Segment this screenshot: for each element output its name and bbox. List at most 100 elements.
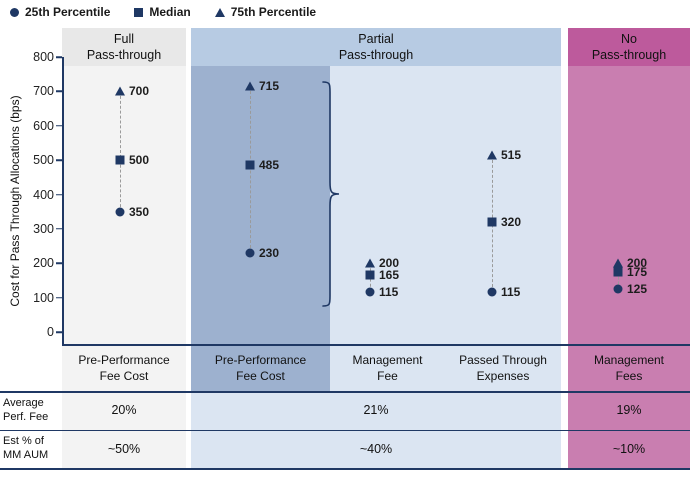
value-label: 200 bbox=[379, 256, 400, 271]
p75-marker bbox=[365, 258, 375, 268]
legend: 25th Percentile Median 75th Percentile bbox=[10, 5, 316, 19]
table-cell-aum-partial: ~40% bbox=[359, 441, 393, 456]
category-line: Pre-Performance bbox=[78, 353, 170, 368]
table-cell-aum-no: ~10% bbox=[612, 441, 646, 456]
row-label-line: Est % of bbox=[3, 434, 44, 447]
category-label-management-fees: Management Fees bbox=[568, 347, 690, 391]
percentile-range-line bbox=[119, 91, 121, 212]
legend-label: Median bbox=[149, 5, 191, 19]
value-label: 350 bbox=[129, 204, 150, 219]
y-tick-mark bbox=[56, 193, 62, 196]
p75-marker bbox=[613, 258, 623, 268]
category-line: Fee Cost bbox=[236, 369, 285, 383]
category-label-full-prefee: Pre-Performance Fee Cost bbox=[62, 347, 186, 391]
value-label: 200 bbox=[627, 256, 648, 271]
value-label: 230 bbox=[259, 245, 280, 260]
circle-marker-icon bbox=[10, 7, 19, 17]
table-cell-aum-full: ~50% bbox=[107, 441, 141, 456]
x-axis-line bbox=[62, 344, 690, 346]
p75-marker bbox=[245, 81, 255, 91]
header-line: Partial bbox=[358, 31, 394, 46]
legend-item-25th: 25th Percentile bbox=[10, 5, 110, 19]
value-label: 715 bbox=[259, 79, 280, 94]
group-header-partial-passthrough: Partial Pass-through bbox=[191, 28, 561, 66]
value-label: 515 bbox=[501, 147, 522, 162]
table-row-label-est-aum: Est % of MM AUM bbox=[3, 430, 61, 467]
row-label-line: Perf. Fee bbox=[3, 410, 49, 423]
header-line: Pass-through bbox=[591, 48, 667, 62]
p25-marker bbox=[613, 284, 623, 294]
table-divider bbox=[0, 429, 690, 431]
legend-item-75th: 75th Percentile bbox=[214, 5, 317, 19]
y-tick-label: 600 bbox=[33, 118, 54, 133]
y-tick-label: 500 bbox=[33, 152, 54, 167]
y-tick-label: 300 bbox=[33, 221, 54, 236]
square-marker-icon bbox=[134, 7, 144, 17]
group-header-no-passthrough: No Pass-through bbox=[568, 28, 690, 66]
no-passthrough-column-bg bbox=[568, 66, 690, 468]
value-label: 175 bbox=[627, 264, 648, 279]
category-line: Pre-Performance bbox=[214, 353, 307, 368]
y-tick-mark bbox=[56, 296, 62, 299]
median-marker bbox=[115, 155, 125, 165]
value-label: 125 bbox=[627, 282, 648, 297]
table-cell-avg-no: 19% bbox=[616, 402, 642, 417]
p75-marker bbox=[115, 86, 125, 96]
legend-label: 75th Percentile bbox=[230, 5, 317, 19]
p75-marker bbox=[487, 150, 497, 160]
median-marker bbox=[245, 160, 255, 170]
triangle-marker-icon bbox=[214, 7, 225, 17]
value-label: 700 bbox=[129, 84, 150, 99]
value-label: 115 bbox=[379, 285, 399, 300]
y-tick-label: 700 bbox=[33, 84, 54, 99]
row-label-line: MM AUM bbox=[3, 448, 49, 461]
p25-marker bbox=[115, 207, 125, 217]
p25-marker bbox=[365, 287, 375, 297]
y-tick-mark bbox=[56, 56, 62, 58]
median-marker bbox=[365, 270, 375, 280]
median-marker bbox=[487, 217, 497, 227]
y-tick-label: 200 bbox=[33, 256, 54, 270]
header-line: Pass-through bbox=[338, 48, 414, 62]
y-tick-mark bbox=[56, 90, 62, 93]
category-line: Passed Through bbox=[459, 353, 547, 368]
category-line: Management bbox=[593, 353, 665, 368]
category-line: Expenses bbox=[476, 369, 530, 383]
y-tick-mark bbox=[56, 331, 62, 333]
y-axis-line bbox=[62, 57, 64, 345]
y-tick-label: 800 bbox=[33, 49, 54, 64]
y-tick-mark bbox=[56, 262, 62, 264]
y-tick-mark bbox=[56, 125, 62, 127]
p25-marker bbox=[487, 287, 497, 297]
category-line: Management bbox=[352, 353, 423, 368]
full-passthrough-column-bg bbox=[62, 66, 186, 468]
value-label: 320 bbox=[501, 215, 522, 229]
category-label-passed-through-expenses: Passed Through Expenses bbox=[445, 347, 561, 391]
table-cell-avg-full: 20% bbox=[111, 402, 137, 417]
table-cell-avg-partial: 21% bbox=[363, 402, 389, 417]
category-line: Fee bbox=[377, 369, 398, 383]
category-label-management-fee: Management Fee bbox=[330, 347, 445, 391]
row-label-line: Average bbox=[3, 396, 44, 409]
partial-prefee-highlight-bg bbox=[191, 66, 330, 391]
value-label: 500 bbox=[129, 153, 150, 168]
y-tick-mark bbox=[56, 159, 62, 161]
y-tick-label: 0 bbox=[47, 324, 54, 339]
legend-item-median: Median bbox=[134, 5, 191, 19]
y-tick-label: 400 bbox=[33, 187, 54, 202]
y-tick-mark bbox=[56, 228, 62, 230]
category-label-partial-prefee: Pre-Performance Fee Cost bbox=[191, 347, 330, 391]
value-label: 165 bbox=[379, 268, 400, 283]
y-tick-label: 100 bbox=[33, 290, 54, 305]
value-label: 115 bbox=[501, 285, 521, 300]
table-divider bbox=[0, 391, 690, 393]
table-divider bbox=[0, 468, 690, 470]
table-row-label-avg-perf-fee: Average Perf. Fee bbox=[3, 392, 61, 429]
header-line: Full bbox=[113, 31, 135, 46]
category-line: Fees bbox=[615, 369, 643, 383]
category-line: Fee Cost bbox=[99, 369, 149, 383]
p25-marker bbox=[245, 248, 255, 258]
header-line: No bbox=[621, 31, 637, 46]
